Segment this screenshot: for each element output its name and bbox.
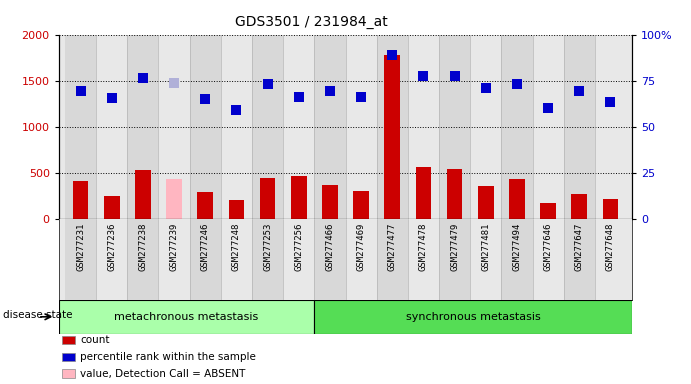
Text: value, Detection Call = ABSENT: value, Detection Call = ABSENT [80, 369, 245, 379]
Bar [260, 178, 276, 219]
Bar [470, 35, 502, 219]
Bar [127, 219, 158, 300]
Text: synchronous metastasis: synchronous metastasis [406, 312, 540, 322]
Text: percentile rank within the sample: percentile rank within the sample [80, 352, 256, 362]
Bar [439, 35, 470, 219]
Bar [346, 35, 377, 219]
Text: GSM277236: GSM277236 [107, 223, 116, 271]
Bar [509, 179, 524, 219]
Bar [439, 219, 470, 300]
Text: GSM277648: GSM277648 [606, 223, 615, 271]
Bar [127, 35, 158, 219]
Bar [291, 175, 307, 219]
Bar [252, 35, 283, 219]
Bar [65, 35, 96, 219]
Text: GSM277466: GSM277466 [325, 223, 334, 271]
Bar [540, 203, 556, 219]
Bar [221, 35, 252, 219]
Bar [198, 192, 213, 219]
Bar [377, 35, 408, 219]
Bar [135, 170, 151, 219]
Bar [408, 219, 439, 300]
Text: count: count [80, 335, 110, 345]
Bar [189, 35, 221, 219]
Bar [104, 196, 120, 219]
Bar [478, 186, 493, 219]
Text: GSM277469: GSM277469 [357, 223, 366, 271]
Bar [283, 35, 314, 219]
Bar [96, 219, 127, 300]
Text: GSM277481: GSM277481 [481, 223, 491, 271]
Bar [564, 35, 595, 219]
Bar [314, 300, 632, 334]
Bar [229, 200, 244, 219]
Bar [408, 35, 439, 219]
Text: GSM277239: GSM277239 [169, 223, 178, 271]
Bar [595, 219, 626, 300]
Bar [384, 55, 400, 219]
Text: GSM277253: GSM277253 [263, 223, 272, 271]
Bar [73, 181, 88, 219]
Bar [502, 35, 533, 219]
Text: GDS3501 / 231984_at: GDS3501 / 231984_at [234, 15, 388, 29]
Text: GSM277231: GSM277231 [76, 223, 85, 271]
Text: metachronous metastasis: metachronous metastasis [115, 312, 258, 322]
Bar [65, 219, 96, 300]
Bar [167, 179, 182, 219]
Bar [415, 167, 431, 219]
Bar [158, 219, 189, 300]
Bar [283, 219, 314, 300]
Text: GSM277246: GSM277246 [200, 223, 210, 271]
Bar [377, 219, 408, 300]
Bar [158, 35, 189, 219]
Bar [470, 219, 502, 300]
Bar [314, 219, 346, 300]
Bar [564, 219, 595, 300]
Bar [502, 219, 533, 300]
Text: GSM277494: GSM277494 [513, 223, 522, 271]
Bar [221, 219, 252, 300]
Bar [447, 169, 462, 219]
Bar [595, 35, 626, 219]
Bar [571, 194, 587, 219]
Bar [96, 35, 127, 219]
Bar [322, 185, 338, 219]
Bar [59, 300, 314, 334]
Text: GSM277479: GSM277479 [450, 223, 459, 271]
Text: GSM277478: GSM277478 [419, 223, 428, 271]
Text: disease state: disease state [3, 310, 73, 320]
Text: GSM277647: GSM277647 [575, 223, 584, 271]
Bar [314, 35, 346, 219]
Bar [533, 219, 564, 300]
Bar [252, 219, 283, 300]
Text: GSM277248: GSM277248 [232, 223, 241, 271]
Text: GSM277256: GSM277256 [294, 223, 303, 271]
Text: GSM277646: GSM277646 [544, 223, 553, 271]
Text: GSM277238: GSM277238 [138, 223, 147, 271]
Bar [533, 35, 564, 219]
Bar [189, 219, 221, 300]
Bar [603, 199, 618, 219]
Bar [353, 191, 369, 219]
Bar [346, 219, 377, 300]
Text: GSM277477: GSM277477 [388, 223, 397, 271]
